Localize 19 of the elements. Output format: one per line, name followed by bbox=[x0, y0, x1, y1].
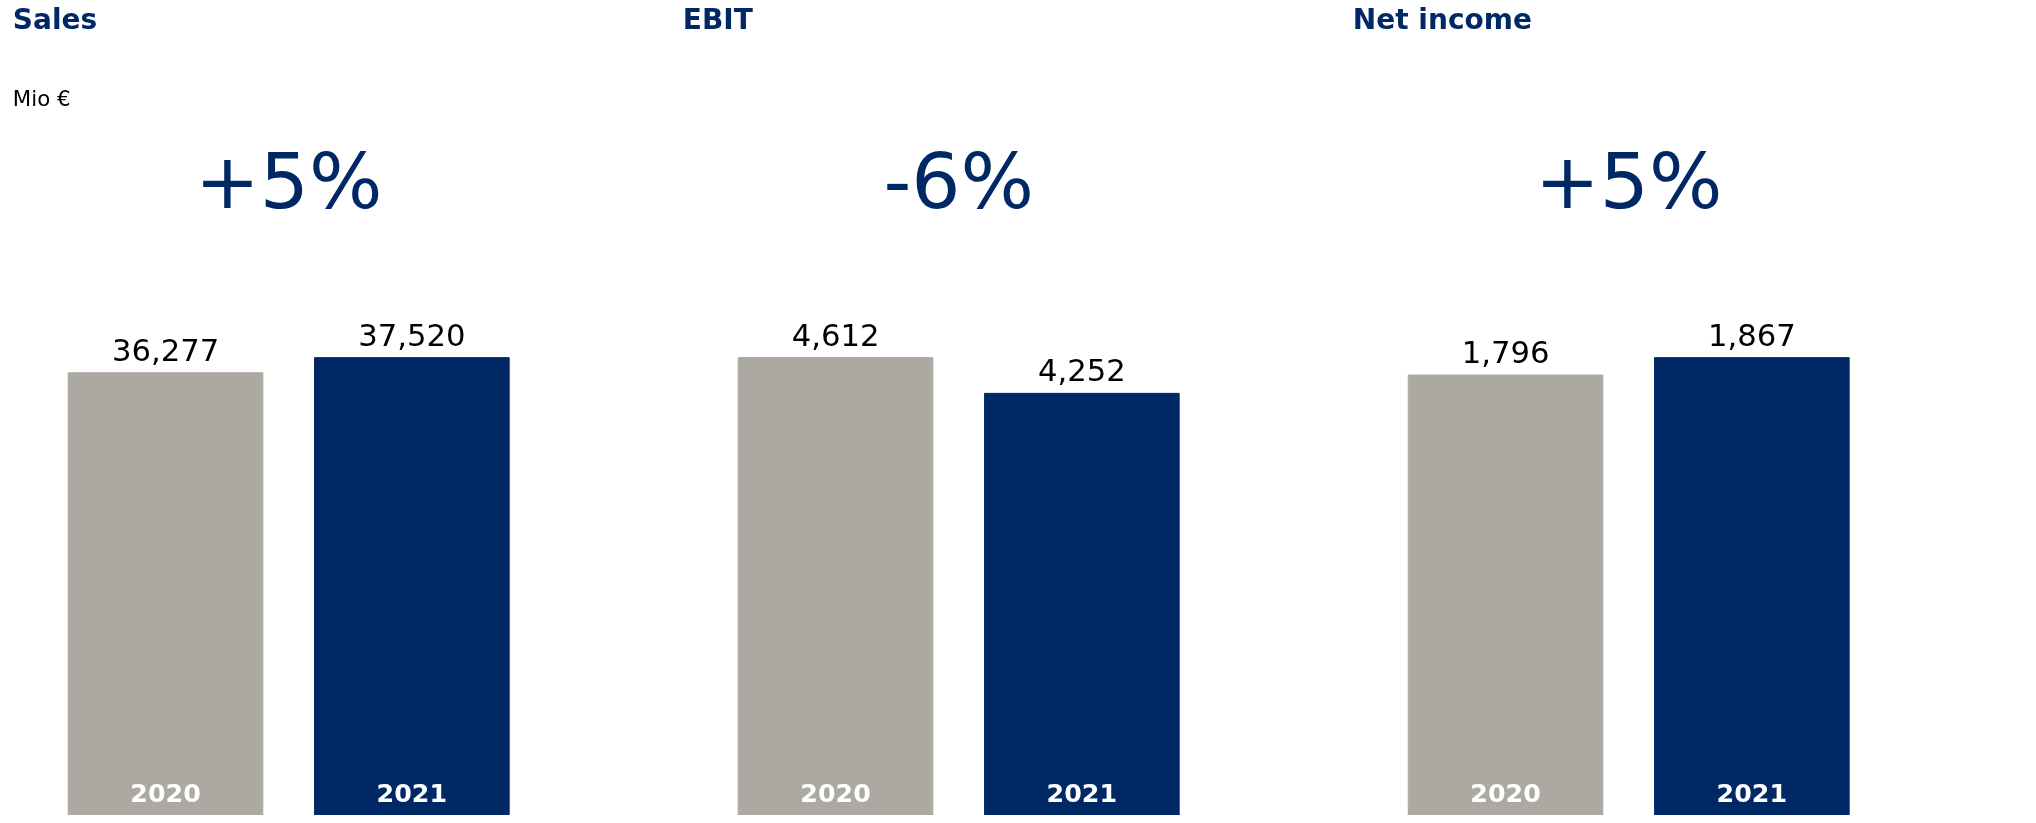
data-label: 37,520 bbox=[358, 317, 466, 353]
data-label: 1,796 bbox=[1461, 335, 1550, 371]
data-label: 1,867 bbox=[1707, 317, 1796, 353]
data-label: 4,612 bbox=[791, 317, 880, 353]
x-tick-label: 2021 bbox=[1046, 777, 1118, 808]
chart-title: Net income bbox=[1352, 2, 1532, 36]
text: +5% bbox=[1534, 135, 1723, 226]
data-label: 36,277 bbox=[111, 332, 220, 368]
text: +5% bbox=[194, 135, 383, 226]
x-tick-label: 2021 bbox=[1716, 777, 1788, 808]
text: Mio € bbox=[12, 85, 71, 111]
data-label: 4,252 bbox=[1037, 353, 1126, 389]
x-tick-label: 2020 bbox=[800, 777, 871, 808]
x-tick-label: 2020 bbox=[130, 777, 201, 808]
x-tick-label: 2021 bbox=[376, 777, 448, 808]
chart-title: Sales bbox=[12, 2, 98, 36]
text: -6% bbox=[883, 135, 1034, 226]
chart-title: EBIT bbox=[682, 2, 753, 36]
x-tick-label: 2020 bbox=[1470, 777, 1541, 808]
